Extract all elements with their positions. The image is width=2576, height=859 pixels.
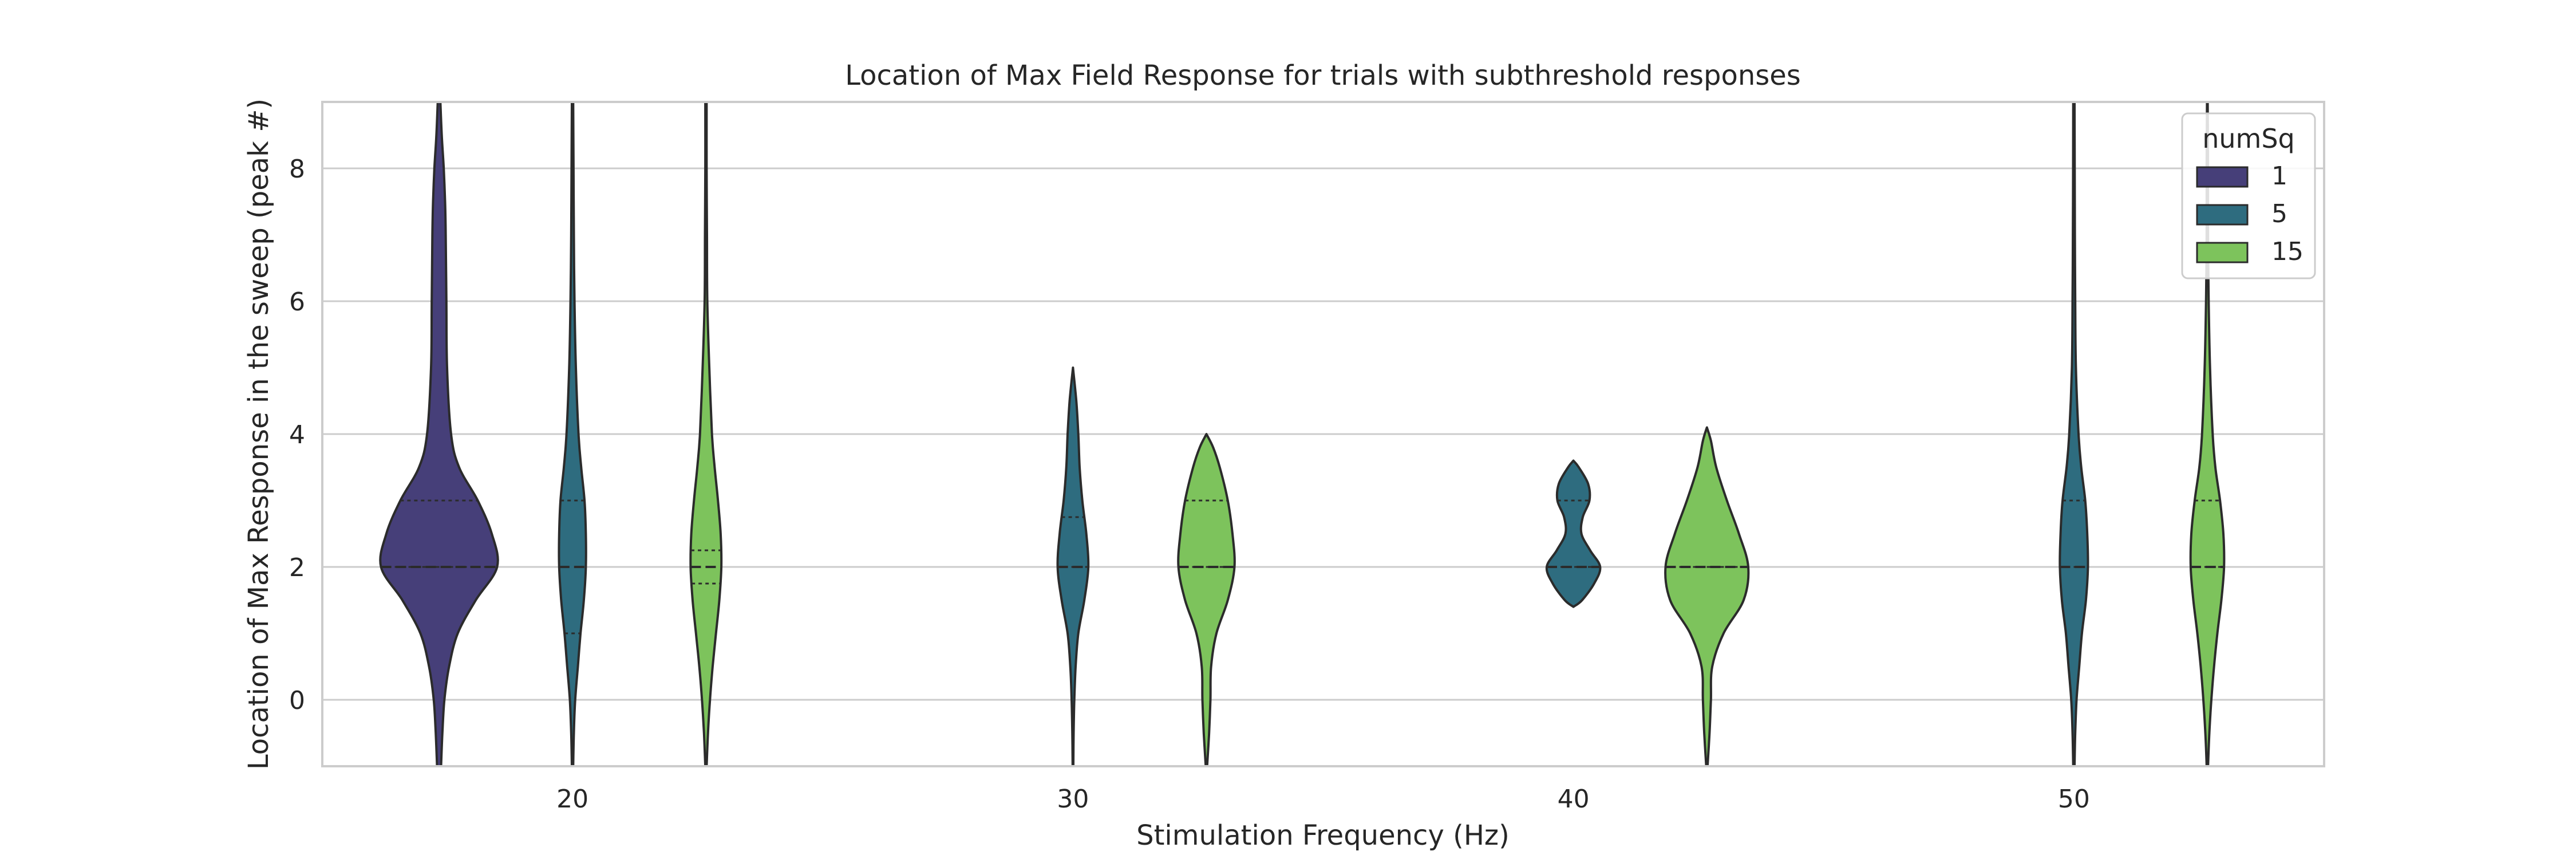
y-tick-label-8: 8 (289, 155, 305, 184)
y-tick-labels: 0 2 4 6 8 (289, 155, 305, 715)
legend-title: numSq (2202, 123, 2295, 154)
y-tick-label-2: 2 (289, 553, 305, 582)
x-tick-label-40: 40 (1558, 785, 1590, 814)
legend-label-5: 5 (2271, 199, 2287, 228)
violins (379, 101, 2226, 767)
x-tick-labels: 20 30 40 50 (556, 785, 2090, 814)
y-tick-label-6: 6 (289, 287, 305, 317)
legend-label-1: 1 (2271, 161, 2287, 191)
x-tick-label-50: 50 (2058, 785, 2090, 814)
grid (322, 167, 2324, 701)
y-axis-label: Location of Max Response in the sweep (p… (243, 98, 275, 770)
violin-numsq-15-freq-40 (1664, 426, 1750, 767)
x-tick-label-30: 30 (1057, 785, 1089, 814)
x-tick-label-20: 20 (556, 785, 588, 814)
legend-swatch-1 (2196, 166, 2249, 188)
violin-numsq-5-freq-40 (1545, 459, 1602, 608)
legend-swatch-5 (2196, 204, 2249, 226)
y-tick-label-4: 4 (289, 420, 305, 450)
x-axis-label: Stimulation Frequency (Hz) (1136, 819, 1510, 852)
chart-title: Location of Max Field Response for trial… (845, 60, 1801, 92)
legend-label-15: 15 (2271, 237, 2304, 266)
y-tick-label-0: 0 (289, 686, 305, 715)
violin-numsq-15-freq-30 (1177, 433, 1236, 767)
legend-swatch-15 (2196, 242, 2249, 263)
legend-box (2181, 112, 2316, 279)
quartile-lines (381, 499, 2225, 635)
plot-frame (321, 101, 2325, 767)
